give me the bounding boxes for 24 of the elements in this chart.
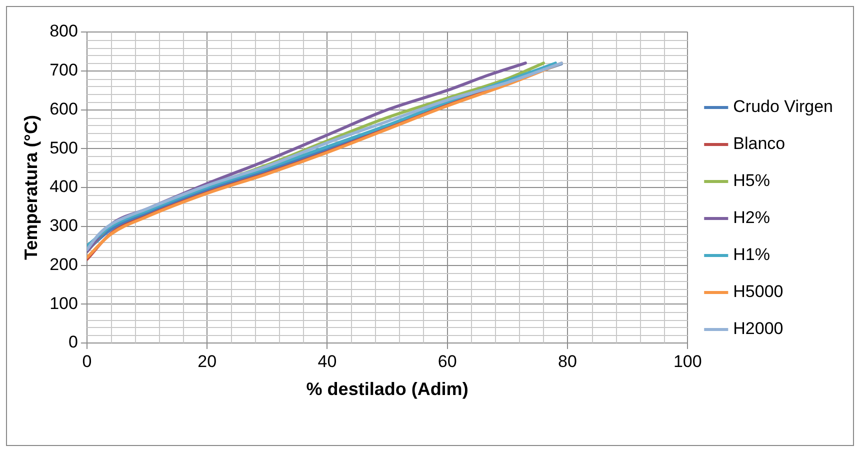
legend-label: H2% [733,208,770,228]
y-tick-label: 200 [50,254,78,274]
x-tick-label: 40 [318,352,337,371]
legend-label: Crudo Virgen [733,97,833,116]
y-tick-label: 600 [50,99,78,118]
x-tick-label: 100 [673,352,702,371]
legend-label: H2000 [733,319,784,338]
legend-label: H5% [733,171,770,190]
legend-label: H5000 [733,282,784,302]
y-tick-label: 400 [50,177,78,196]
y-axis-title: Temperatura (°C) [20,115,41,260]
y-tick-label: 500 [50,138,78,158]
x-tick-label: 80 [558,352,577,371]
x-tick-label: 20 [198,352,217,371]
x-tick-label: 0 [82,352,92,371]
legend-label: H1% [733,245,770,264]
x-axis-title: % destilado (Adim) [306,379,468,400]
y-tick-label: 300 [50,216,78,236]
x-tick-label: 60 [438,352,457,371]
y-tick-label: 0 [68,332,78,352]
y-tick-label: 100 [50,294,78,313]
y-tick-label: 700 [50,60,78,80]
legend-label: Blanco [733,134,786,154]
y-tick-label: 800 [50,22,78,41]
